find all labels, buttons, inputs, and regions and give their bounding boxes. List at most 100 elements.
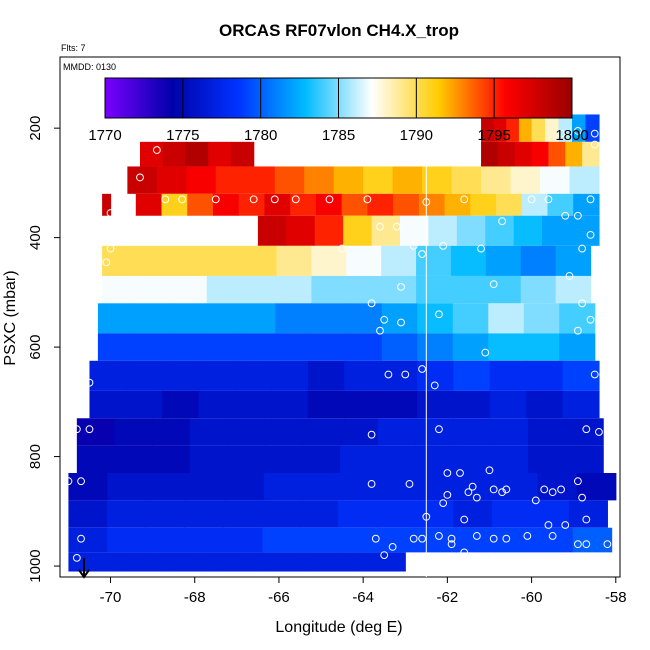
y-tick-label: 800 xyxy=(27,444,44,469)
heatmap-cell xyxy=(274,166,305,194)
heatmap-cell xyxy=(135,193,163,216)
y-axis-label: PSXC (mbar) xyxy=(2,270,19,365)
observation-point xyxy=(498,488,507,497)
heatmap-cell xyxy=(189,418,228,446)
heatmap-cell xyxy=(307,360,345,391)
observation-point xyxy=(502,534,511,543)
observation-point xyxy=(502,485,511,494)
heatmap-cell xyxy=(340,527,380,553)
observation-point xyxy=(380,551,389,560)
heatmap-cell xyxy=(542,215,572,246)
heatmap-cell xyxy=(276,245,313,276)
heatmap-cell xyxy=(367,193,394,216)
heatmap-cell xyxy=(523,303,560,334)
observation-point xyxy=(291,195,300,204)
observation-point xyxy=(561,211,570,220)
observation-point xyxy=(443,490,452,499)
y-tick-label: 1000 xyxy=(27,549,44,582)
observation-points xyxy=(64,126,612,562)
observation-point xyxy=(136,173,144,182)
heatmap-cell xyxy=(204,333,241,361)
heatmap-cell xyxy=(514,141,533,167)
heatmap-cell xyxy=(417,303,454,334)
heatmap-cell xyxy=(414,500,454,528)
heatmap-cell xyxy=(572,527,613,553)
observation-point xyxy=(578,493,587,502)
x-tick-label: -58 xyxy=(605,589,627,606)
heatmap-cell xyxy=(344,390,382,419)
heatmap-cell xyxy=(452,333,489,361)
heatmap-cell xyxy=(453,360,491,391)
observation-point xyxy=(472,532,481,540)
heatmap-cell xyxy=(89,360,127,391)
heatmap-cell xyxy=(530,500,570,528)
heatmap-cell xyxy=(415,418,454,446)
x-tick-label: -60 xyxy=(521,589,543,606)
heatmap-cell xyxy=(185,141,209,167)
heatmap-cell xyxy=(146,527,186,553)
heatmap-cell xyxy=(371,215,401,246)
observation-point xyxy=(468,482,477,491)
observation-point xyxy=(573,211,582,220)
heatmap-cell xyxy=(572,114,587,142)
observation-point xyxy=(85,425,94,434)
heatmap-cell xyxy=(307,390,345,419)
heatmap-cell xyxy=(559,333,596,361)
heatmap-cell xyxy=(264,418,304,446)
observation-point xyxy=(603,540,612,549)
heatmap-cell xyxy=(576,473,617,501)
heatmap-cell xyxy=(340,418,379,446)
observation-point xyxy=(557,129,565,138)
heatmap-cell xyxy=(102,193,112,216)
observation-point xyxy=(599,370,608,379)
observation-point xyxy=(573,326,582,335)
observation-point xyxy=(338,244,347,253)
heatmap-cell xyxy=(459,473,500,501)
heatmap-cell xyxy=(301,527,341,553)
observation-point xyxy=(376,326,384,335)
observation-point xyxy=(161,195,170,204)
observation-point xyxy=(102,258,111,267)
heatmap-cell xyxy=(286,215,316,246)
heatmap-cell xyxy=(140,141,164,167)
observation-point xyxy=(485,466,494,475)
heatmap-cell xyxy=(490,445,529,473)
heatmap-cell xyxy=(380,390,418,419)
heatmap-cell xyxy=(513,215,543,246)
observation-point xyxy=(582,425,591,434)
heatmap-cell xyxy=(537,473,578,501)
heatmap-cell xyxy=(68,500,108,528)
observation-point xyxy=(544,521,553,529)
x-tick-label: -66 xyxy=(268,589,290,606)
heatmap-cell xyxy=(162,141,187,167)
observation-point xyxy=(439,241,448,250)
down-arrow-icon xyxy=(78,558,90,579)
heatmap-cell xyxy=(450,275,487,304)
heatmap-cell xyxy=(422,166,453,194)
observation-point xyxy=(397,282,405,291)
heatmap-cell xyxy=(531,114,546,142)
heatmap-cell xyxy=(452,418,491,446)
observation-point xyxy=(460,515,469,524)
heatmap-cell xyxy=(136,245,173,276)
observation-point xyxy=(590,140,599,149)
observation-point xyxy=(435,532,443,540)
observation-point xyxy=(439,499,448,508)
heatmap-cell xyxy=(481,141,499,167)
heatmap-cell xyxy=(302,418,341,446)
heatmap-cell xyxy=(381,245,417,276)
heatmap-cell xyxy=(68,473,109,501)
heatmap-cell xyxy=(346,303,383,334)
heatmap-cell xyxy=(145,500,185,528)
heatmap-cell xyxy=(491,500,531,528)
heatmap-cell xyxy=(555,245,592,276)
observation-point xyxy=(81,365,90,373)
heatmap-cell xyxy=(97,303,134,334)
observation-point xyxy=(409,241,418,250)
heatmap-cell xyxy=(311,245,347,276)
heatmap-cell xyxy=(377,445,416,473)
heatmap-cell xyxy=(545,114,560,142)
heatmap-cell xyxy=(381,473,421,501)
observation-point xyxy=(380,315,389,324)
heatmap-cell xyxy=(262,527,302,553)
